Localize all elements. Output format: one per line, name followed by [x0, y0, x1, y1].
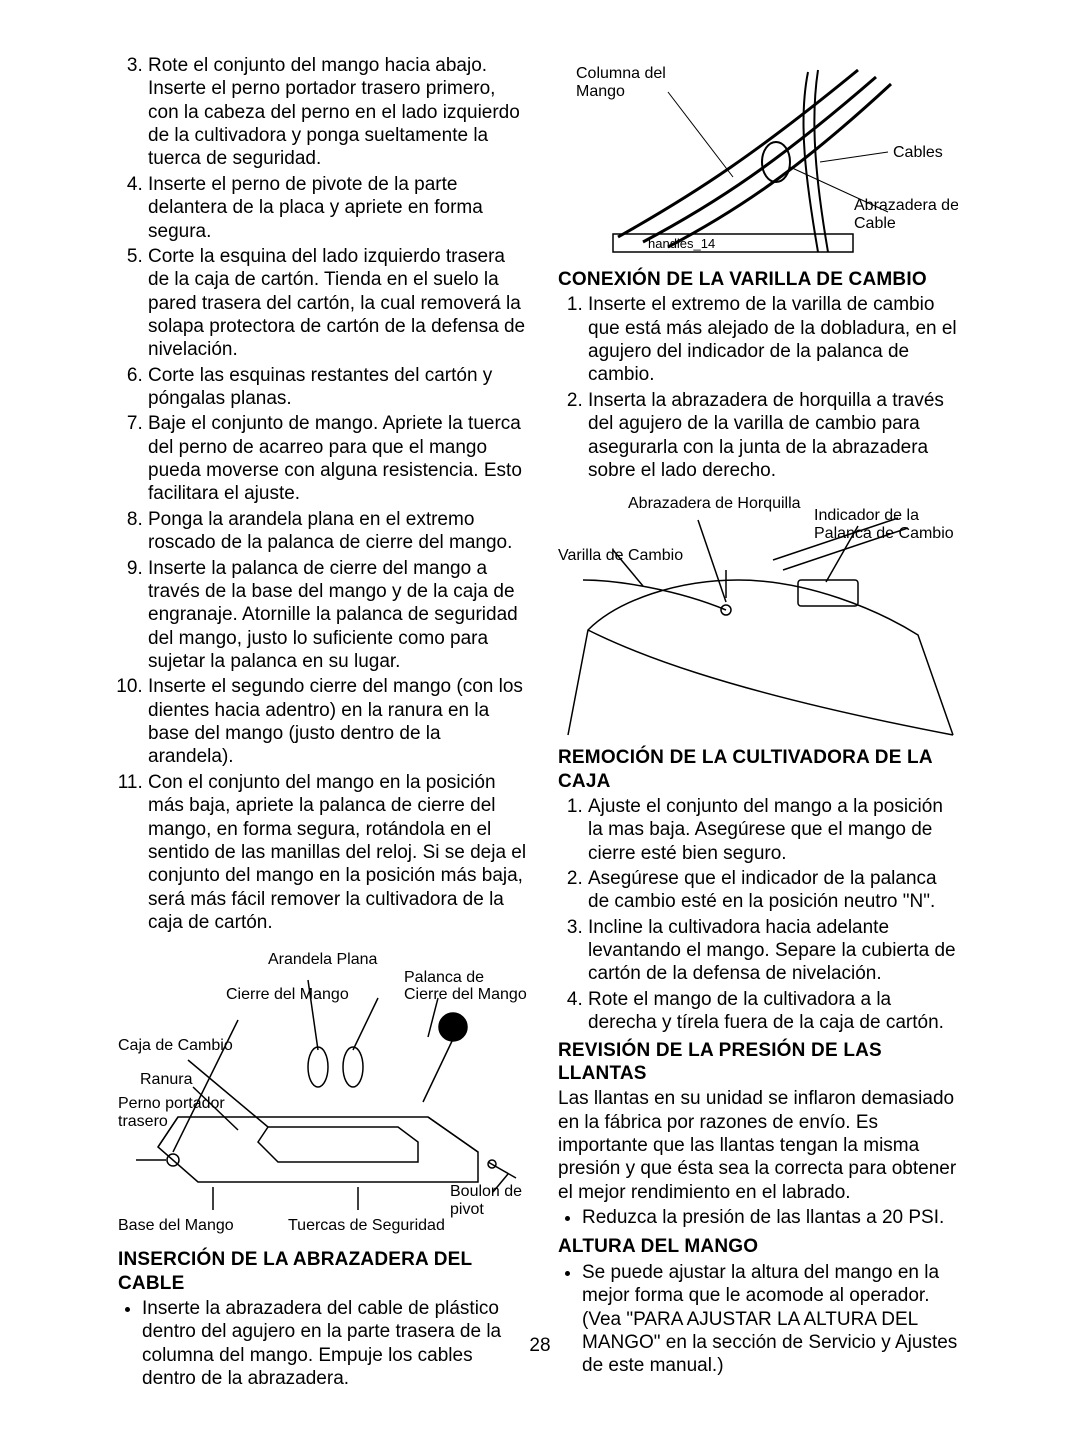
lbl-abraz2: Cable — [854, 215, 896, 232]
assembly-steps-list: Rote el conjunto del mango hacia abajo. … — [118, 54, 528, 934]
step-4: Inserte el perno de pivote de la parte d… — [148, 173, 528, 243]
heading-altura: ALTURA DEL MANGO — [558, 1235, 958, 1258]
remocion-list: Ajuste el conjunto del mango a la posici… — [558, 795, 958, 1035]
lbl-ranura: Ranura — [140, 1071, 193, 1088]
right-column: Columna del Mango Cables Abrazadera del … — [558, 54, 958, 1396]
conexion-1: Inserte el extremo de la varilla de camb… — [588, 293, 958, 386]
step-5: Corte la esquina del lado izquierdo tras… — [148, 245, 528, 362]
heading-conexion-varilla: CONEXIÓN DE LA VARILLA DE CAMBIO — [558, 268, 958, 291]
heading-presion: REVISIÓN DE LA PRESIÓN DE LAS LLANTAS — [558, 1039, 958, 1086]
step-11: Con el conjunto del mango en la posición… — [148, 771, 528, 935]
step-6: Corte las esquinas restantes del cartón … — [148, 364, 528, 411]
lbl-palanca-cierre2: Cierre del Mango — [404, 986, 527, 1003]
lbl-tuercas: Tuercas de Seguridad — [288, 1217, 445, 1234]
step-3: Rote el conjunto del mango hacia abajo. … — [148, 54, 528, 171]
altura-bullet: Se puede ajustar la altura del mango en … — [582, 1261, 958, 1378]
lbl-palanca-cierre1: Palanca de — [404, 969, 484, 986]
heading-insercion-abrazadera: INSERCIÓN DE LA ABRAZADERA DEL CABLE — [118, 1248, 528, 1295]
lbl-boulon2: pivot — [450, 1201, 484, 1218]
lbl-columna2: Mango — [576, 83, 625, 100]
lbl-cierre-mango: Cierre del Mango — [226, 986, 349, 1003]
lbl-base-mango: Base del Mango — [118, 1217, 234, 1234]
step-7: Baje el conjunto de mango. Apriete la tu… — [148, 412, 528, 505]
manual-page: Rote el conjunto del mango hacia abajo. … — [0, 0, 1080, 1436]
lbl-varilla: Varilla de Cambio — [558, 547, 683, 564]
remocion-1: Ajuste el conjunto del mango a la posici… — [588, 795, 958, 865]
presion-bullets: Reduzca la presión de las llantas a 20 P… — [558, 1206, 958, 1229]
step-9: Inserte la palanca de cierre del mango a… — [148, 557, 528, 674]
lbl-abraz1: Abrazadera del — [854, 197, 958, 214]
figure-shift-lever: Abrazadera de Horquilla Varilla de Cambi… — [558, 490, 958, 740]
step-10: Inserte el segundo cierre del mango (con… — [148, 675, 528, 768]
lbl-handles-tag: handles_14 — [648, 236, 715, 251]
lbl-cables: Cables — [893, 144, 943, 161]
remocion-2: Asegúrese que el indicador de la palanca… — [588, 867, 958, 914]
presion-bullet: Reduzca la presión de las llantas a 20 P… — [582, 1206, 958, 1229]
altura-bullets: Se puede ajustar la altura del mango en … — [558, 1261, 958, 1378]
lbl-indicador1: Indicador de la — [814, 507, 919, 524]
page-number: 28 — [0, 1334, 1080, 1357]
lbl-indicador2: Palanca de Cambio — [814, 525, 954, 542]
lbl-caja-cambio: Caja de Cambio — [118, 1037, 233, 1054]
figure-column-cable: Columna del Mango Cables Abrazadera del … — [558, 62, 958, 262]
lbl-perno-port1: Perno portador — [118, 1095, 225, 1112]
presion-para: Las llantas en su unidad se inflaron dem… — [558, 1087, 958, 1204]
remocion-4: Rote el mango de la cultivadora a la der… — [588, 988, 958, 1035]
lbl-columna1: Columna del — [576, 65, 666, 82]
figure-handle-base: Arandela Plana Palanca de Cierre del Man… — [118, 942, 528, 1242]
lbl-arandela-plana: Arandela Plana — [268, 951, 378, 968]
heading-remocion: REMOCIÓN DE LA CULTIVADORA DE LA CAJA — [558, 746, 958, 793]
left-column: Rote el conjunto del mango hacia abajo. … — [118, 54, 528, 1396]
remocion-3: Incline la cultivadora hacia adelante le… — [588, 916, 958, 986]
conexion-list: Inserte el extremo de la varilla de camb… — [558, 293, 958, 482]
step-8: Ponga la arandela plana en el extremo ro… — [148, 508, 528, 555]
lbl-perno-port2: trasero — [118, 1113, 168, 1130]
lbl-abraz-horq: Abrazadera de Horquilla — [628, 495, 801, 512]
conexion-2: Inserta la abrazadera de horquilla a tra… — [588, 389, 958, 482]
lbl-boulon1: Boulon de — [450, 1183, 522, 1200]
